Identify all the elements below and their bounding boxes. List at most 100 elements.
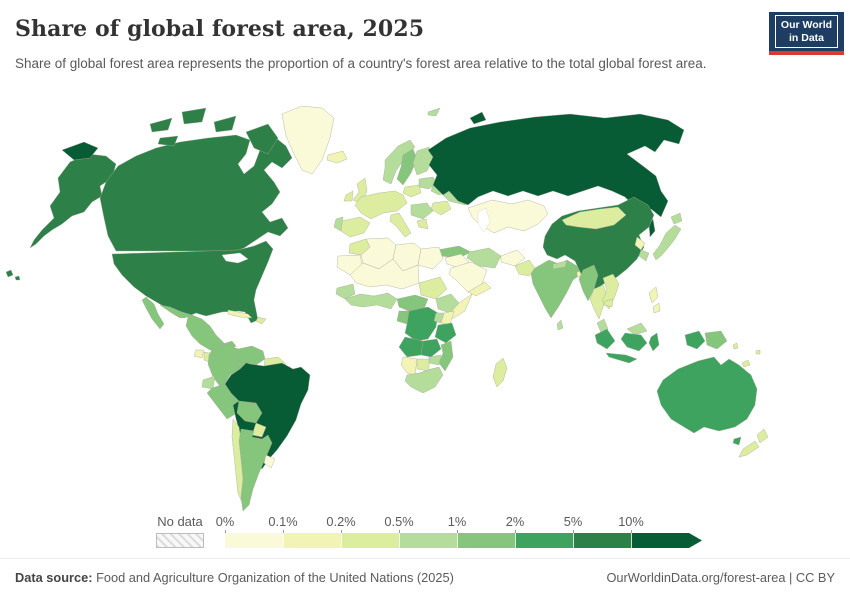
country-japan-hokkaido[interactable] bbox=[670, 212, 683, 225]
country-australia[interactable] bbox=[656, 356, 758, 434]
country-indonesia-kalimantan[interactable] bbox=[620, 332, 648, 352]
country-sri-lanka[interactable] bbox=[556, 319, 564, 331]
country-brazil[interactable] bbox=[224, 359, 311, 470]
country-egypt[interactable] bbox=[417, 246, 444, 270]
legend-tick-label: 0.1% bbox=[268, 514, 298, 529]
country-portugal[interactable] bbox=[333, 216, 344, 232]
legend-bin-1[interactable] bbox=[283, 533, 341, 548]
country-canada-arctic-3[interactable] bbox=[213, 115, 237, 133]
legend-no-data-swatch[interactable] bbox=[156, 533, 204, 548]
country-indonesia-sumatra[interactable] bbox=[594, 328, 616, 350]
country-iceland[interactable] bbox=[326, 150, 348, 164]
legend-bin-5[interactable] bbox=[515, 533, 573, 548]
country-sweden[interactable] bbox=[396, 148, 418, 186]
country-philippines[interactable] bbox=[648, 286, 661, 314]
owid-logo[interactable]: Our World in Data bbox=[769, 12, 844, 55]
country-colombia[interactable] bbox=[207, 343, 241, 390]
country-japan[interactable] bbox=[652, 224, 682, 261]
country-zimbabwe[interactable] bbox=[428, 354, 442, 366]
country-spain[interactable] bbox=[337, 216, 371, 238]
country-angola[interactable] bbox=[398, 336, 424, 358]
country-new-zealand-north[interactable] bbox=[756, 428, 769, 444]
country-canada-arctic-4[interactable] bbox=[157, 135, 179, 147]
country-uruguay[interactable] bbox=[263, 454, 276, 469]
country-papua-new-guinea[interactable] bbox=[704, 330, 728, 350]
country-namibia[interactable] bbox=[400, 356, 418, 376]
country-balkans[interactable] bbox=[410, 202, 434, 220]
country-italy[interactable] bbox=[389, 212, 412, 238]
country-canada[interactable] bbox=[99, 134, 293, 252]
country-argentina[interactable] bbox=[238, 428, 273, 512]
country-indonesia-sulawesi[interactable] bbox=[648, 332, 660, 352]
caspian-sea bbox=[477, 207, 491, 233]
country-new-caledonia[interactable] bbox=[741, 359, 751, 368]
country-solomon-islands[interactable] bbox=[732, 342, 739, 350]
country-fiji[interactable] bbox=[755, 349, 761, 355]
country-canada-arctic-2[interactable] bbox=[181, 107, 207, 125]
country-yemen-oman[interactable] bbox=[467, 281, 492, 297]
country-botswana[interactable] bbox=[416, 358, 430, 372]
legend-tick-mark bbox=[573, 530, 574, 533]
country-thailand[interactable] bbox=[589, 284, 608, 320]
country-new-zealand-south[interactable] bbox=[738, 440, 760, 458]
country-south-africa[interactable] bbox=[404, 366, 444, 394]
country-tasmania[interactable] bbox=[732, 436, 742, 446]
country-mozambique[interactable] bbox=[438, 340, 454, 372]
country-nepal[interactable] bbox=[552, 260, 568, 270]
country-sahel[interactable] bbox=[349, 258, 420, 290]
legend-bin-4[interactable] bbox=[457, 533, 515, 548]
country-ireland[interactable] bbox=[343, 190, 354, 202]
footer-link[interactable]: OurWorldinData.org/forest-area | CC BY bbox=[606, 570, 835, 585]
country-tanzania[interactable] bbox=[434, 322, 457, 344]
country-indonesia-java[interactable] bbox=[605, 352, 638, 364]
legend-bin-3[interactable] bbox=[399, 533, 457, 548]
country-norway[interactable] bbox=[382, 139, 416, 185]
country-novaya-zemlya[interactable] bbox=[469, 111, 487, 125]
country-canada-baffin[interactable] bbox=[245, 123, 279, 155]
country-greenland[interactable] bbox=[281, 105, 335, 175]
legend-tick-mark bbox=[283, 530, 284, 533]
country-cuba[interactable] bbox=[227, 309, 253, 319]
country-pakistan[interactable] bbox=[514, 259, 536, 277]
country-canada-arctic-1[interactable] bbox=[149, 117, 173, 133]
legend-bin-6[interactable] bbox=[573, 533, 631, 548]
country-hawaii[interactable] bbox=[5, 269, 21, 281]
country-svalbard[interactable] bbox=[427, 107, 441, 117]
legend-tick-mark bbox=[515, 530, 516, 533]
legend-tick-label: 2% bbox=[505, 514, 525, 529]
country-alaska[interactable] bbox=[29, 153, 117, 249]
country-zambia[interactable] bbox=[420, 338, 442, 358]
country-guatemala[interactable] bbox=[193, 349, 205, 359]
country-france-germany[interactable] bbox=[354, 190, 408, 220]
country-finland[interactable] bbox=[412, 146, 434, 176]
country-south-korea[interactable] bbox=[638, 249, 650, 262]
country-iran[interactable] bbox=[466, 247, 502, 269]
country-poland[interactable] bbox=[402, 184, 422, 198]
legend-no-data[interactable]: No data bbox=[155, 514, 205, 548]
legend-tick-label: 1% bbox=[447, 514, 467, 529]
country-malaysia-borneo[interactable] bbox=[626, 322, 648, 336]
country-romania[interactable] bbox=[430, 200, 452, 216]
legend-tick-mark bbox=[457, 530, 458, 533]
country-united-states[interactable] bbox=[111, 240, 274, 324]
country-mongolia[interactable] bbox=[561, 206, 627, 230]
country-afghanistan[interactable] bbox=[500, 249, 526, 267]
great-lakes bbox=[221, 252, 249, 264]
country-cambodia[interactable] bbox=[603, 298, 614, 308]
country-ecuador[interactable] bbox=[201, 375, 216, 390]
country-greece[interactable] bbox=[416, 218, 429, 230]
legend-bin-7[interactable] bbox=[631, 533, 702, 548]
country-madagascar[interactable] bbox=[492, 357, 508, 388]
country-myanmar[interactable] bbox=[578, 264, 599, 302]
legend-bin-0[interactable] bbox=[225, 533, 283, 548]
country-senegal-guinea[interactable] bbox=[335, 283, 356, 300]
country-dr-congo[interactable] bbox=[404, 306, 439, 342]
country-chukotka[interactable] bbox=[61, 141, 99, 161]
country-hispaniola[interactable] bbox=[255, 316, 267, 325]
country-indonesia-papua[interactable] bbox=[684, 330, 706, 350]
country-west-africa[interactable] bbox=[344, 292, 398, 310]
legend-tick-label: 0.5% bbox=[384, 514, 414, 529]
country-sudan[interactable] bbox=[418, 276, 448, 300]
country-baja-california[interactable] bbox=[141, 296, 165, 330]
legend-bin-2[interactable] bbox=[341, 533, 399, 548]
